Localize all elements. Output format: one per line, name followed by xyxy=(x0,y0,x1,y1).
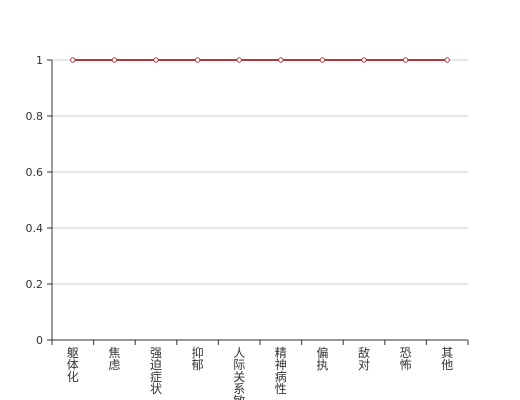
series-points xyxy=(70,57,450,63)
x-category-label: 敌对 xyxy=(358,345,370,372)
data-point xyxy=(319,57,326,63)
x-category-label: 焦虑 xyxy=(108,346,120,372)
y-tick-label: 0.4 xyxy=(26,222,44,235)
x-category-label: 躯体化 xyxy=(67,345,79,384)
data-point xyxy=(278,57,284,63)
data-point xyxy=(402,57,409,63)
data-point xyxy=(444,57,450,63)
x-category-label: 强迫症状 xyxy=(150,346,162,396)
data-point xyxy=(153,57,159,63)
x-category-label: 其他 xyxy=(441,346,453,372)
y-tick-label: 0.2 xyxy=(26,278,44,291)
x-category-label: 人际关系敏感 xyxy=(233,346,245,400)
x-category-label: 恐怖 xyxy=(400,346,412,372)
y-tick-label: 0.8 xyxy=(26,110,44,123)
x-category-label: 精神病性 xyxy=(275,346,287,396)
data-point xyxy=(194,57,201,63)
x-category-label: 偏执 xyxy=(316,345,328,372)
axes xyxy=(47,59,469,345)
y-tick-label: 1 xyxy=(36,54,43,67)
y-tick-label: 0.6 xyxy=(26,166,44,179)
data-point xyxy=(236,57,242,63)
gridlines xyxy=(52,59,468,285)
data-point xyxy=(70,57,76,63)
y-tick-label: 0 xyxy=(36,334,43,347)
data-point xyxy=(111,57,118,63)
y-tick-labels: 0 0.2 0.4 0.6 0.8 1 xyxy=(26,54,44,347)
x-category-labels: 躯体化 焦虑 强迫症状 抑郁 人际关系敏感 精神病性 偏执 敌对 恐怖 其他 xyxy=(67,345,453,400)
data-point xyxy=(361,57,367,63)
x-category-label: 抑郁 xyxy=(192,345,204,372)
